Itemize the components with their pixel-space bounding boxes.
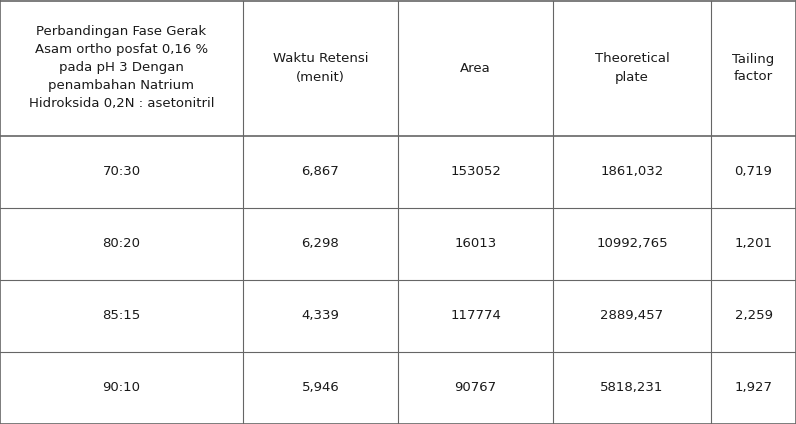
Text: Tailing
factor: Tailing factor: [732, 53, 775, 84]
Text: 153052: 153052: [450, 165, 501, 178]
Text: 1,201: 1,201: [735, 237, 772, 250]
Text: 5,946: 5,946: [302, 381, 339, 394]
Text: 4,339: 4,339: [302, 309, 339, 322]
Text: Perbandingan Fase Gerak
Asam ortho posfat 0,16 %
pada pH 3 Dengan
penambahan Nat: Perbandingan Fase Gerak Asam ortho posfa…: [29, 25, 214, 111]
Text: 6,867: 6,867: [302, 165, 339, 178]
Text: 6,298: 6,298: [302, 237, 339, 250]
Text: Theoretical
plate: Theoretical plate: [595, 53, 669, 84]
Text: 117774: 117774: [450, 309, 501, 322]
Text: 2889,457: 2889,457: [600, 309, 664, 322]
Text: 0,719: 0,719: [735, 165, 772, 178]
Text: 10992,765: 10992,765: [596, 237, 668, 250]
Text: 90767: 90767: [455, 381, 497, 394]
Text: 80:20: 80:20: [103, 237, 141, 250]
Text: 1,927: 1,927: [735, 381, 772, 394]
Text: 16013: 16013: [455, 237, 497, 250]
Text: 1861,032: 1861,032: [600, 165, 664, 178]
Text: Area: Area: [460, 61, 491, 75]
Text: 90:10: 90:10: [103, 381, 141, 394]
Text: 70:30: 70:30: [103, 165, 141, 178]
Text: 5818,231: 5818,231: [600, 381, 664, 394]
Text: 85:15: 85:15: [103, 309, 141, 322]
Text: Waktu Retensi
(menit): Waktu Retensi (menit): [273, 53, 369, 84]
Text: 2,259: 2,259: [735, 309, 772, 322]
